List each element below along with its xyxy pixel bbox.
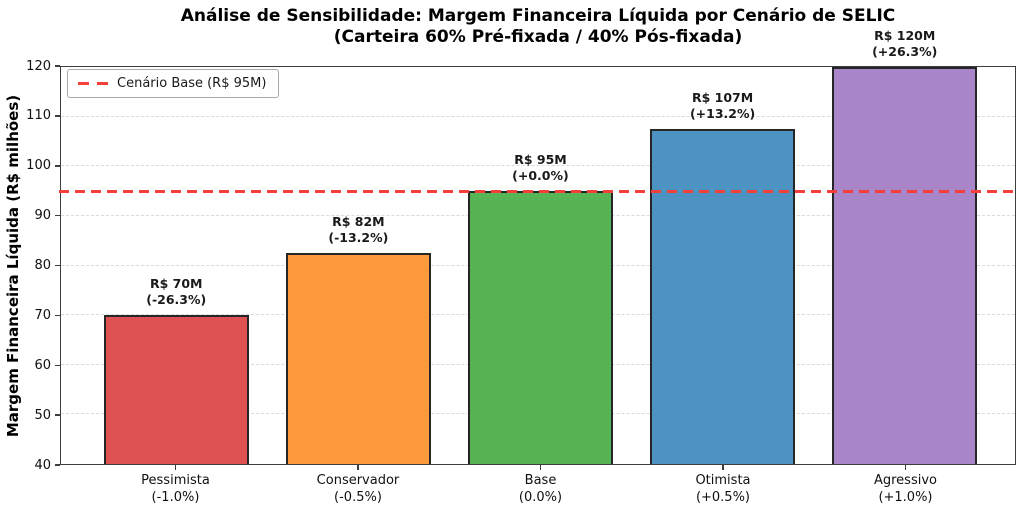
- bar-value-label: R$ 107M (+13.2%): [638, 90, 808, 123]
- y-tick-label: 60: [34, 357, 51, 373]
- legend-label: Cenário Base (R$ 95M): [117, 76, 267, 91]
- bar-value-text: R$ 82M: [332, 213, 385, 229]
- x-tick-mark: [722, 465, 724, 470]
- y-tick-mark: [55, 115, 60, 117]
- bar-value-label: R$ 95M (+0.0%): [455, 152, 625, 185]
- gridline: [61, 165, 1015, 167]
- x-tick-label-otimista: Otimista (+0.5%): [633, 473, 813, 507]
- scenario-name: Base: [524, 473, 557, 488]
- bar-agressivo: [832, 67, 978, 464]
- y-tick-mark: [55, 314, 60, 317]
- y-tick-label: 120: [26, 58, 51, 74]
- y-tick-mark: [55, 214, 60, 217]
- scenario-rate-change: (-1.0%): [151, 489, 200, 505]
- chart-title: Análise de Sensibilidade: Margem Finance…: [180, 6, 896, 26]
- legend: Cenário Base (R$ 95M): [67, 69, 280, 98]
- y-axis-ticks: 40 50 60 70 80 90 100 110 120: [0, 60, 60, 472]
- x-tick-label-conservador: Conservador (-0.5%): [268, 473, 448, 507]
- bar-delta-text: (-26.3%): [146, 291, 207, 307]
- scenario-rate-change: (-0.5%): [334, 489, 382, 505]
- scenario-name: Pessimista: [141, 473, 210, 488]
- chart-subtitle: (Carteira 60% Pré-fixada / 40% Pós-fixad…: [333, 27, 743, 47]
- y-tick-mark: [55, 464, 60, 466]
- dashed-line-icon: [78, 82, 108, 85]
- y-tick-mark: [55, 414, 60, 416]
- baseline-dashed-line: [59, 189, 1017, 193]
- bar-base: [467, 191, 613, 464]
- x-tick-mark: [174, 465, 177, 470]
- x-tick-label-base: Base (0.0%): [450, 473, 630, 507]
- scenario-name: Otimista: [695, 473, 751, 488]
- bar-conservador: [285, 253, 431, 464]
- y-tick-mark: [55, 364, 60, 366]
- y-tick-label: 80: [34, 258, 51, 273]
- y-tick-label: 90: [34, 208, 51, 224]
- bar-value-text: R$ 95M: [514, 151, 567, 167]
- bar-value-text: R$ 120M: [874, 27, 936, 43]
- bar-value-label: R$ 82M (-13.2%): [273, 214, 443, 247]
- bar-otimista: [650, 129, 796, 464]
- bar-pessimista: [103, 315, 249, 464]
- bar-value-label: R$ 70M (-26.3%): [91, 276, 261, 309]
- y-tick-mark: [55, 264, 60, 267]
- scenario-name: Agressivo: [873, 473, 937, 488]
- x-tick-label-pessimista: Pessimista (-1.0%): [85, 473, 265, 507]
- bar-delta-text: (+13.2%): [689, 105, 756, 121]
- y-tick-label: 50: [34, 407, 51, 423]
- bar-value-label: R$ 120M (+26.3%): [820, 28, 990, 61]
- y-tick-label: 100: [26, 158, 51, 174]
- y-tick-label: 110: [26, 108, 51, 124]
- x-tick-mark: [357, 465, 359, 470]
- x-axis-ticks: Pessimista (-1.0%) Conservador (-0.5%) Base(…: [60, 465, 1016, 508]
- y-tick-mark: [55, 65, 60, 67]
- y-tick-mark: [55, 165, 60, 167]
- scenario-rate-change: (+0.5%): [695, 489, 751, 505]
- x-tick-mark: [539, 465, 542, 470]
- bar-delta-text: (-13.2%): [328, 229, 389, 245]
- gridline: [61, 115, 1015, 117]
- bar-delta-text: (+0.0%): [512, 167, 569, 183]
- bar-delta-text: (+26.3%): [872, 43, 938, 59]
- scenario-rate-change: (+1.0%): [878, 489, 933, 505]
- x-tick-label-agressivo: Agressivo (+1.0%): [815, 473, 995, 507]
- x-tick-mark: [904, 465, 907, 470]
- bar-value-text: R$ 70M: [149, 275, 203, 291]
- scenario-name: Conservador: [316, 473, 400, 488]
- y-tick-label: 70: [34, 307, 51, 323]
- y-tick-label: 40: [34, 457, 51, 473]
- scenario-rate-change: (0.0%): [518, 489, 563, 505]
- bar-value-text: R$ 107M: [691, 89, 754, 105]
- plot-area: Cenário Base (R$ 95M) R$ 70M (-26.3%) R$ 8…: [59, 28, 1017, 465]
